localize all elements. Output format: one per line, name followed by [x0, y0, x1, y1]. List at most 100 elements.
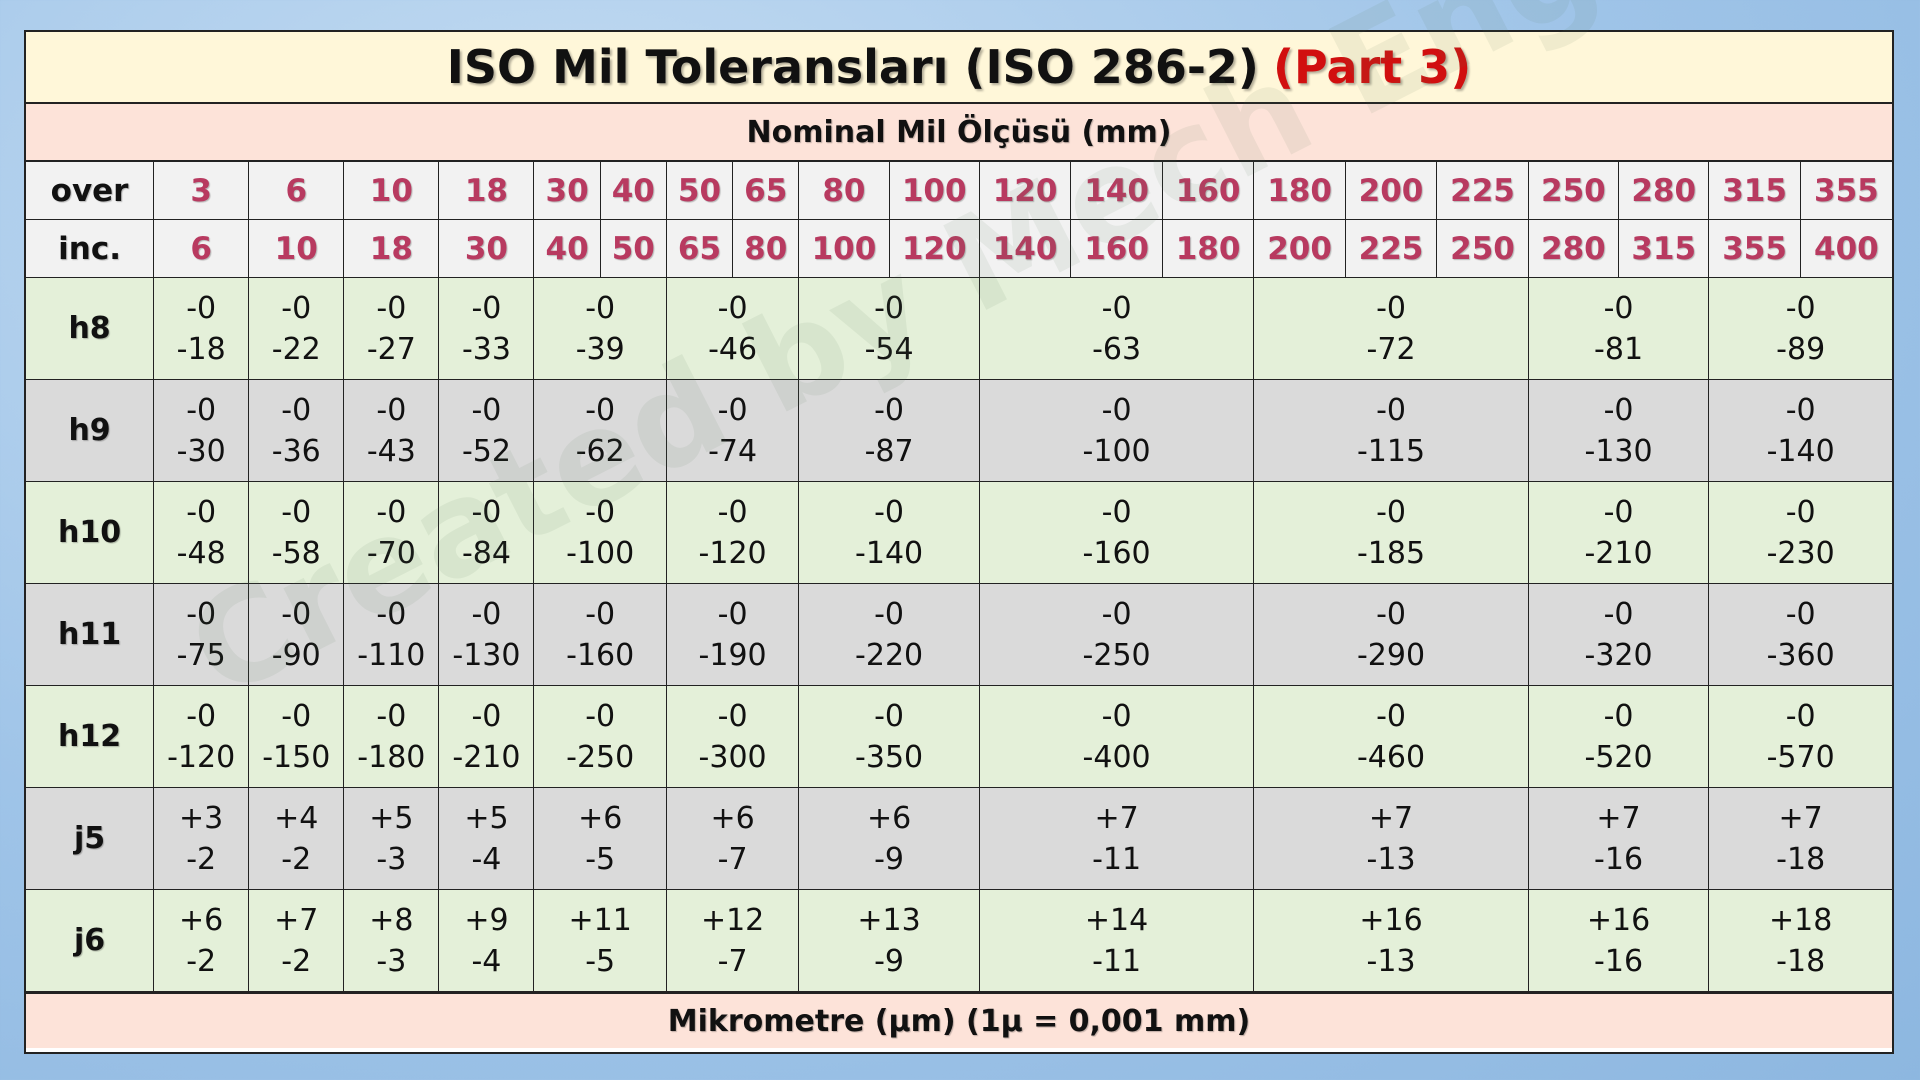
lower-deviation: -13: [1366, 841, 1416, 877]
inc-cell: 315: [1618, 219, 1710, 278]
lower-deviation: -18: [176, 331, 226, 367]
upper-deviation: -0: [376, 494, 407, 530]
lower-deviation: -160: [566, 637, 635, 673]
upper-deviation: +7: [1596, 800, 1641, 836]
tolerance-cell: -0 -52: [438, 379, 535, 482]
upper-deviation: -0: [376, 392, 407, 428]
over-row: over 3 6 10 18 30 40 50 65 80 100 120 140 160 180 200 2…: [26, 162, 1892, 220]
lower-deviation: -63: [1092, 331, 1142, 367]
over-cell: 250: [1527, 162, 1620, 220]
lower-deviation: -290: [1356, 637, 1426, 673]
upper-deviation: +13: [857, 902, 921, 938]
tolerance-cell: -0 -18: [153, 277, 250, 380]
lower-deviation: -350: [855, 739, 924, 775]
upper-deviation: +8: [369, 902, 414, 938]
upper-deviation: +4: [274, 800, 319, 836]
page-title: ISO Mil Toleransları (ISO 286-2) (Part 3…: [26, 32, 1892, 104]
upper-deviation: -0: [874, 698, 905, 734]
lower-deviation: -30: [176, 433, 226, 469]
tolerance-cell: -0 -74: [665, 379, 800, 482]
lower-deviation: -360: [1766, 637, 1835, 673]
upper-deviation: -0: [717, 698, 748, 734]
upper-deviation: -0: [186, 290, 217, 326]
tolerance-cell: -0 -87: [798, 379, 980, 482]
over-label: over: [26, 162, 155, 220]
tolerance-row-h11: h11 -0 -75 -0 -90 -0 -110 -0 -130 -0 -160 -0 -190 -0-…: [26, 583, 1892, 686]
tolerance-cell: -0 -48: [153, 481, 250, 584]
tolerance-cell: -0 -210: [438, 685, 535, 788]
inc-cell: 120: [888, 219, 980, 278]
upper-deviation: -0: [471, 596, 502, 632]
lower-deviation: -87: [864, 433, 914, 469]
tolerance-cell: -0 -63: [978, 277, 1255, 380]
lower-deviation: -16: [1594, 943, 1644, 979]
tolerance-row-j6: j6 +6 -2 +7 -2 +8 -3 +9 -4 +11 -5 +12 -7 +13 -9 +14 -11 +…: [26, 889, 1892, 992]
upper-deviation: -0: [874, 290, 905, 326]
tolerance-row-h10: h10 -0 -48 -0 -58 -0 -70 -0 -84 -0 -100 -0 -120 -0 -14…: [26, 481, 1892, 584]
lower-deviation: -120: [167, 739, 236, 775]
over-cell: 30: [533, 162, 601, 220]
upper-deviation: +6: [710, 800, 755, 836]
tolerance-cell: -0 -130: [438, 583, 535, 686]
lower-deviation: -130: [452, 637, 521, 673]
inc-cell: 225: [1344, 219, 1438, 278]
tolerance-row-h8: h8 -0 -18 -0 -22 -0 -27 -0 -33 -0 -39 -0 -46 -0 -54 -0-…: [26, 277, 1892, 380]
upper-deviation: -0: [1376, 290, 1406, 326]
tolerance-cell: -0 -27: [343, 277, 440, 380]
lower-deviation: -160: [1082, 535, 1151, 571]
tolerance-cell: -0 -100: [533, 481, 667, 584]
tolerance-cell: +6 -9: [798, 787, 980, 890]
tolerance-class-label: h10: [26, 481, 155, 584]
lower-deviation: -5: [585, 943, 616, 979]
lower-deviation: -3: [376, 943, 407, 979]
upper-deviation: -0: [1603, 596, 1634, 632]
tolerance-class-label: h9: [26, 379, 155, 482]
lower-deviation: -54: [864, 331, 914, 367]
upper-deviation: -0: [281, 596, 312, 632]
lower-deviation: -43: [366, 433, 416, 469]
upper-deviation: -0: [717, 392, 748, 428]
lower-deviation: -11: [1092, 841, 1142, 877]
tolerance-cell: +4 -2: [248, 787, 345, 890]
tolerance-cell: -0 -570: [1708, 685, 1892, 788]
tolerance-cell: +7 -13: [1253, 787, 1529, 890]
tolerance-cell: -0 -190: [665, 583, 800, 686]
upper-deviation: -0: [585, 596, 616, 632]
tolerance-cell: +7 -2: [248, 889, 345, 992]
inc-cell: 400: [1799, 219, 1892, 278]
upper-deviation: +12: [700, 902, 765, 938]
lower-deviation: -180: [357, 739, 426, 775]
upper-deviation: +18: [1769, 902, 1833, 938]
inc-cell: 140: [978, 219, 1072, 278]
tolerance-cell: -0 -89: [1708, 277, 1892, 380]
lower-deviation: -120: [698, 535, 767, 571]
tolerance-cell: -0 -120: [665, 481, 800, 584]
upper-deviation: -0: [874, 596, 905, 632]
unit-footer: Mikrometre (µm) (1µ = 0,001 mm): [26, 992, 1892, 1048]
tolerance-cell: -0 -180: [343, 685, 440, 788]
lower-deviation: -4: [471, 943, 502, 979]
tolerance-cell: -0 -250: [978, 583, 1255, 686]
upper-deviation: -0: [376, 698, 407, 734]
tolerance-cell: -0 -72: [1253, 277, 1529, 380]
tolerance-cell: -0 -110: [343, 583, 440, 686]
lower-deviation: -3: [376, 841, 407, 877]
lower-deviation: -400: [1082, 739, 1151, 775]
inc-cell: 10: [248, 219, 345, 278]
lower-deviation: -320: [1584, 637, 1653, 673]
tolerance-cell: -0 -220: [798, 583, 980, 686]
upper-deviation: +6: [179, 902, 224, 938]
upper-deviation: +14: [1084, 902, 1149, 938]
over-cell: 18: [438, 162, 535, 220]
upper-deviation: -0: [1376, 494, 1406, 530]
lower-deviation: -27: [366, 331, 416, 367]
lower-deviation: -210: [1584, 535, 1653, 571]
upper-deviation: -0: [1603, 392, 1634, 428]
lower-deviation: -5: [585, 841, 616, 877]
lower-deviation: -7: [717, 841, 748, 877]
over-cell: 40: [599, 162, 667, 220]
lower-deviation: -190: [698, 637, 767, 673]
lower-deviation: -9: [874, 841, 905, 877]
tolerance-table: over 3 6 10 18 30 40 50 65 80 100 120 140 160 180 200 2…: [26, 162, 1892, 992]
tolerance-cell: +6 -2: [153, 889, 250, 992]
